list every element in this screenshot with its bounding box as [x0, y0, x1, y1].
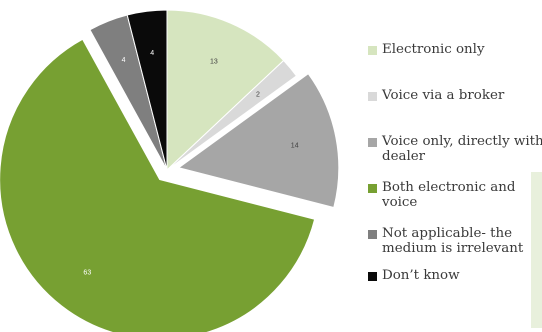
data-label-voice-only-directly-with-dealer: 14 — [291, 142, 299, 149]
legend-label-voice-only-dealer: Voice only, directly with dealer — [382, 134, 542, 164]
legend-label-not-applicable: Not applicable- the medium is irrelevant — [382, 226, 524, 256]
legend-item-both-electronic-and-voice: Both electronic and voice — [368, 180, 542, 210]
pie-slice-don-t-know — [126, 9, 168, 171]
pie-slice-voice-only-directly-with-dealer — [177, 73, 340, 209]
legend-swatch-voice-via-broker — [368, 92, 377, 101]
pie-slice-both-electronic-and-voice — [0, 38, 316, 332]
background-panel-strip — [531, 172, 542, 328]
legend-swatch-electronic-only — [368, 46, 377, 55]
data-label-both-electronic-and-voice: 63 — [83, 270, 91, 277]
data-label-not-applicable-the-medium-is-irrelevant: 4 — [122, 57, 126, 64]
pie-slice-voice-via-a-broker — [166, 59, 298, 171]
data-label-voice-via-a-broker: 2 — [256, 92, 260, 99]
data-label-don-t-know: 4 — [150, 50, 154, 57]
legend-item-not-applicable: Not applicable- the medium is irrelevant — [368, 226, 542, 256]
pie-slice-electronic-only — [166, 9, 285, 172]
legend-item-voice-via-broker: Voice via a broker — [368, 88, 542, 103]
data-label-electronic-only: 13 — [210, 59, 218, 66]
legend-label-both-electronic-and-voice: Both electronic and voice — [382, 180, 516, 210]
legend-item-electronic-only: Electronic only — [368, 42, 542, 57]
legend-swatch-dont-know — [368, 272, 377, 281]
legend-swatch-both-electronic-and-voice — [368, 184, 377, 193]
legend-label-dont-know: Don’t know — [382, 268, 460, 283]
legend-item-voice-only-dealer: Voice only, directly with dealer — [368, 134, 542, 164]
legend-label-voice-via-broker: Voice via a broker — [382, 88, 505, 103]
legend-swatch-not-applicable — [368, 230, 377, 239]
legend-item-dont-know: Don’t know — [368, 268, 542, 283]
pie-chart: 13 2 14 63 4 4 — [0, 9, 340, 332]
legend-label-electronic-only: Electronic only — [382, 42, 485, 57]
legend-swatch-voice-only-dealer — [368, 138, 377, 147]
